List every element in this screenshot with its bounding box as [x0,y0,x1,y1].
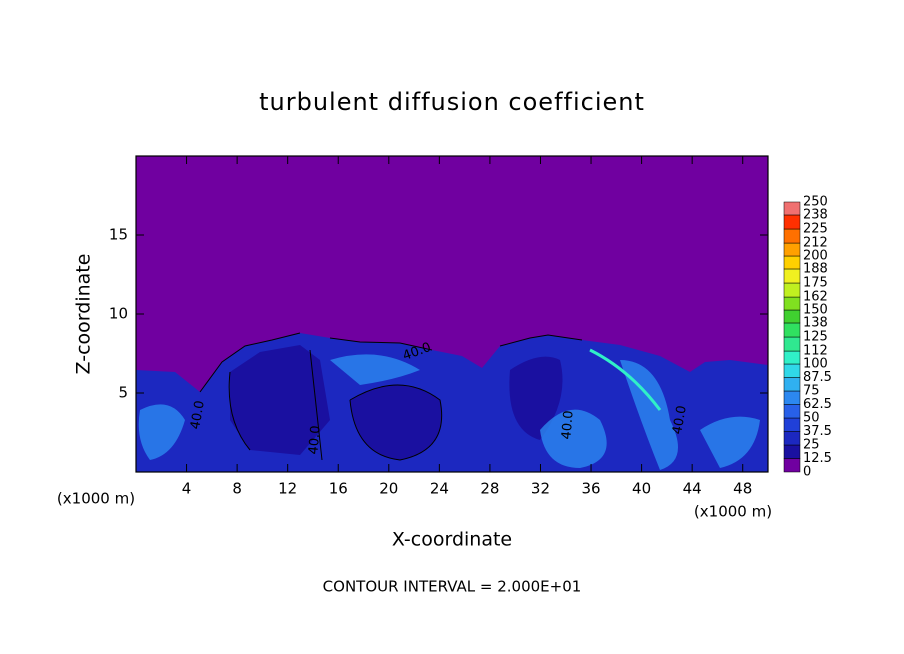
contour-label: 40.0 [559,410,576,440]
colorbar-label: 200 [803,249,828,264]
colorbar-label: 150 [803,303,828,318]
colorbar-label: 50 [803,411,820,426]
x-unit-label: (x1000 m) [694,503,772,521]
y-axis-label: Z-coordinate [73,254,95,375]
colorbar-label: 87.5 [803,370,832,385]
x-tick-label: 44 [683,480,702,498]
x-tick-label: 4 [182,480,192,498]
colorbar-band [783,255,801,270]
x-tick-label: 28 [480,480,499,498]
colorbar-band [783,268,801,284]
x-tick-label: 40 [632,480,651,498]
colorbar-band [783,404,801,419]
contour-line [199,332,583,461]
y-tick-label: 5 [118,384,128,402]
colorbar-band [783,282,801,298]
turbulent-streak [589,348,662,411]
x-tick-label: 36 [581,480,600,498]
colorbar-label: 212 [803,236,828,251]
turbulent-region-light [138,354,760,470]
colorbar-band [783,242,801,257]
contour-interval-note: CONTOUR INTERVAL = 2.000E+01 [323,578,582,596]
colorbar-label: 62.5 [803,397,832,412]
colorbar-band [783,296,801,311]
colorbar-band [783,350,801,365]
colorbar-label: 12.5 [803,451,832,466]
y-tick-label: 10 [109,305,128,323]
colorbar-label: 175 [803,276,828,291]
colorbar-band [783,214,801,230]
colorbar-label: 238 [803,207,828,222]
colorbar-band [783,444,801,459]
colorbar-label: 37.5 [803,424,832,439]
x-tick-label: 16 [329,480,348,498]
colorbar-label: 0 [803,465,811,480]
colorbar-label: 100 [803,357,828,372]
colorbar-label: 112 [803,344,828,359]
contour-label: 40.0 [306,425,323,455]
colorbar-label: 250 [803,195,828,210]
colorbar-label: 138 [803,315,828,330]
colorbar-band [783,228,801,244]
colorbar-band [783,431,801,446]
x-tick-label: 12 [278,480,297,498]
colorbar-label: 125 [803,330,828,345]
colorbar-band [783,458,801,473]
y-tick-label: 15 [109,226,128,244]
x-tick-label: 48 [733,480,752,498]
colorbar-band [783,417,801,432]
colorbar-label: 188 [803,261,828,276]
colorbar-band [783,363,801,378]
x-unit-label: (x1000 m) [57,490,135,508]
colorbar-label: 225 [803,222,828,237]
x-tick-label: 20 [379,480,398,498]
colorbar-band [783,322,801,338]
colorbar-label: 162 [803,290,828,305]
x-tick-label: 24 [430,480,449,498]
turbulent-region-dark [230,345,563,460]
contour-label: 40.0 [188,399,208,430]
x-axis-label: X-coordinate [392,529,512,551]
colorbar-label: 25 [803,438,820,453]
chart-title: turbulent diffusion coefficient [259,88,645,116]
colorbar-band [783,309,801,324]
colorbar-band [783,201,801,216]
colorbar-band [783,377,801,392]
x-tick-label: 32 [531,480,550,498]
colorbar-label: 75 [803,384,820,399]
colorbar-band [783,336,801,352]
contour-label: 40.0 [670,404,690,435]
colorbar-band [783,390,801,405]
x-tick-label: 8 [232,480,242,498]
